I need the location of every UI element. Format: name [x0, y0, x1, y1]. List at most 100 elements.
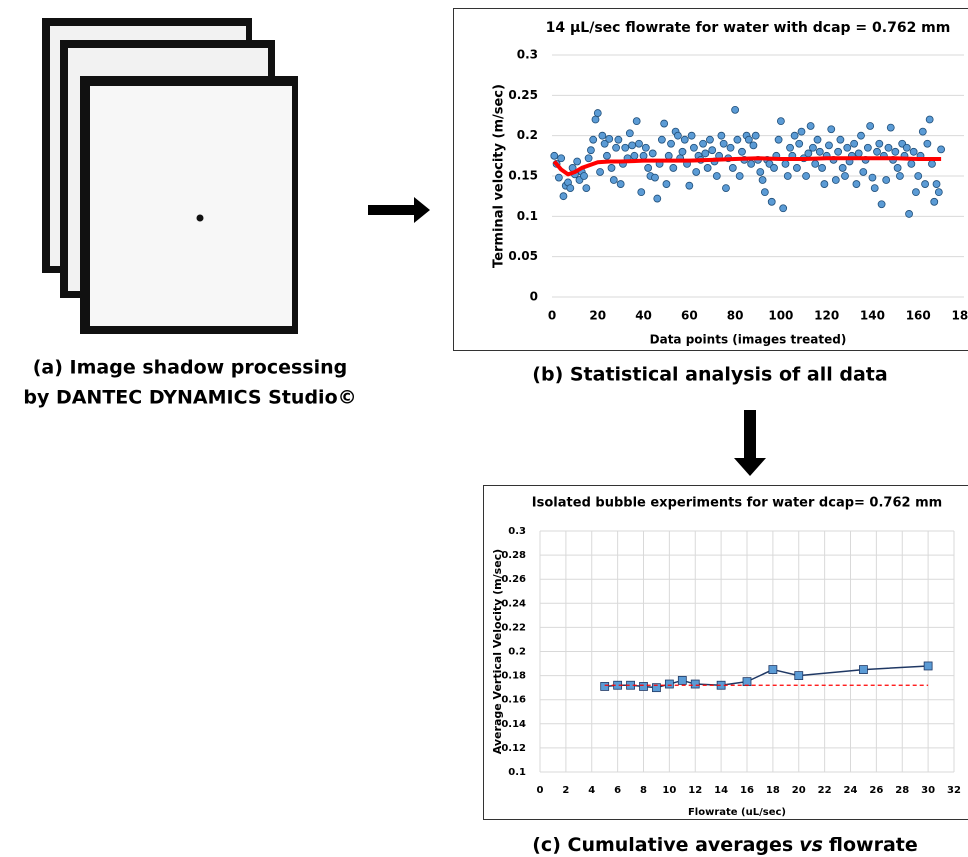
image-stack	[42, 18, 298, 334]
point	[896, 172, 904, 180]
point	[580, 172, 588, 180]
point	[690, 143, 698, 152]
point	[811, 159, 820, 168]
y-tick-label: 0.14	[501, 719, 526, 730]
point	[905, 210, 913, 218]
point	[797, 127, 806, 136]
point	[731, 105, 740, 114]
point	[825, 141, 833, 150]
point	[652, 683, 661, 693]
point	[550, 151, 559, 160]
point	[742, 677, 752, 687]
point	[859, 168, 868, 176]
point	[653, 194, 662, 203]
point	[891, 147, 900, 156]
point	[882, 176, 891, 184]
point	[712, 172, 721, 180]
x-tick-label: 32	[947, 785, 961, 796]
x-tick-label: 10	[662, 785, 676, 796]
point	[774, 135, 783, 144]
point	[706, 135, 714, 144]
chart-title: 14 µL/sec flowrate for water with dcap =…	[546, 20, 951, 36]
point	[678, 147, 687, 156]
point	[733, 135, 742, 144]
point	[923, 661, 933, 671]
point	[738, 147, 746, 156]
point	[687, 131, 696, 140]
x-tick-label: 140	[860, 309, 885, 323]
point	[760, 188, 769, 197]
point	[930, 197, 939, 206]
point	[756, 168, 765, 176]
x-tick-label: 60	[681, 309, 698, 323]
point	[831, 176, 840, 184]
point	[607, 164, 616, 172]
point	[827, 125, 836, 134]
point	[786, 143, 794, 152]
x-tick-label: 12	[688, 785, 702, 796]
y-tick-label: 0.3	[508, 526, 526, 537]
point	[557, 154, 566, 163]
point	[605, 134, 614, 143]
point	[859, 665, 868, 674]
caption-part: vs	[799, 834, 823, 856]
y-tick-label: 0.05	[508, 249, 538, 263]
point	[644, 164, 653, 172]
series-line	[552, 156, 942, 177]
point	[875, 139, 884, 148]
point	[641, 143, 650, 152]
x-tick-label: 8	[640, 785, 647, 796]
point	[596, 168, 604, 176]
arrow	[734, 410, 766, 476]
point	[868, 173, 877, 182]
point	[843, 143, 852, 152]
point	[914, 172, 923, 180]
y-tick-label: 0.1	[517, 209, 538, 223]
point	[923, 139, 932, 148]
point	[934, 188, 943, 197]
point	[648, 149, 657, 158]
caption-part: flowrate	[829, 834, 918, 856]
point	[657, 135, 666, 144]
y-tick-label: 0.1	[508, 767, 526, 778]
x-tick-label: 20	[792, 785, 806, 796]
x-tick-label: 22	[818, 785, 832, 796]
chart-title: Isolated bubble experiments for water dc…	[532, 496, 942, 511]
point	[918, 127, 927, 136]
point	[662, 180, 671, 188]
y-tick-label: 0.22	[501, 622, 526, 633]
point	[603, 151, 611, 160]
point	[692, 168, 701, 176]
point	[701, 149, 710, 158]
x-tick-label: 30	[921, 785, 935, 796]
point	[838, 164, 847, 172]
point	[884, 143, 893, 152]
point	[793, 164, 801, 172]
point	[790, 131, 799, 140]
point	[717, 131, 726, 140]
point	[677, 676, 687, 685]
point	[616, 180, 625, 188]
point	[779, 204, 788, 213]
point	[925, 115, 934, 124]
point	[749, 141, 758, 150]
x-tick-label: 28	[895, 785, 909, 796]
point	[907, 159, 916, 168]
point	[669, 164, 678, 172]
point	[667, 139, 675, 148]
point	[863, 143, 872, 152]
point	[893, 164, 902, 172]
point	[573, 157, 582, 166]
point	[722, 184, 730, 193]
y-axis-label: Average Vertical Velocity (m/sec)	[491, 549, 504, 754]
point	[802, 172, 810, 180]
point	[852, 180, 861, 188]
x-tick-label: 0	[537, 785, 544, 796]
point	[625, 129, 634, 138]
point	[902, 143, 911, 152]
point	[598, 131, 607, 140]
point	[728, 164, 737, 172]
point	[928, 159, 936, 168]
point	[587, 146, 595, 155]
